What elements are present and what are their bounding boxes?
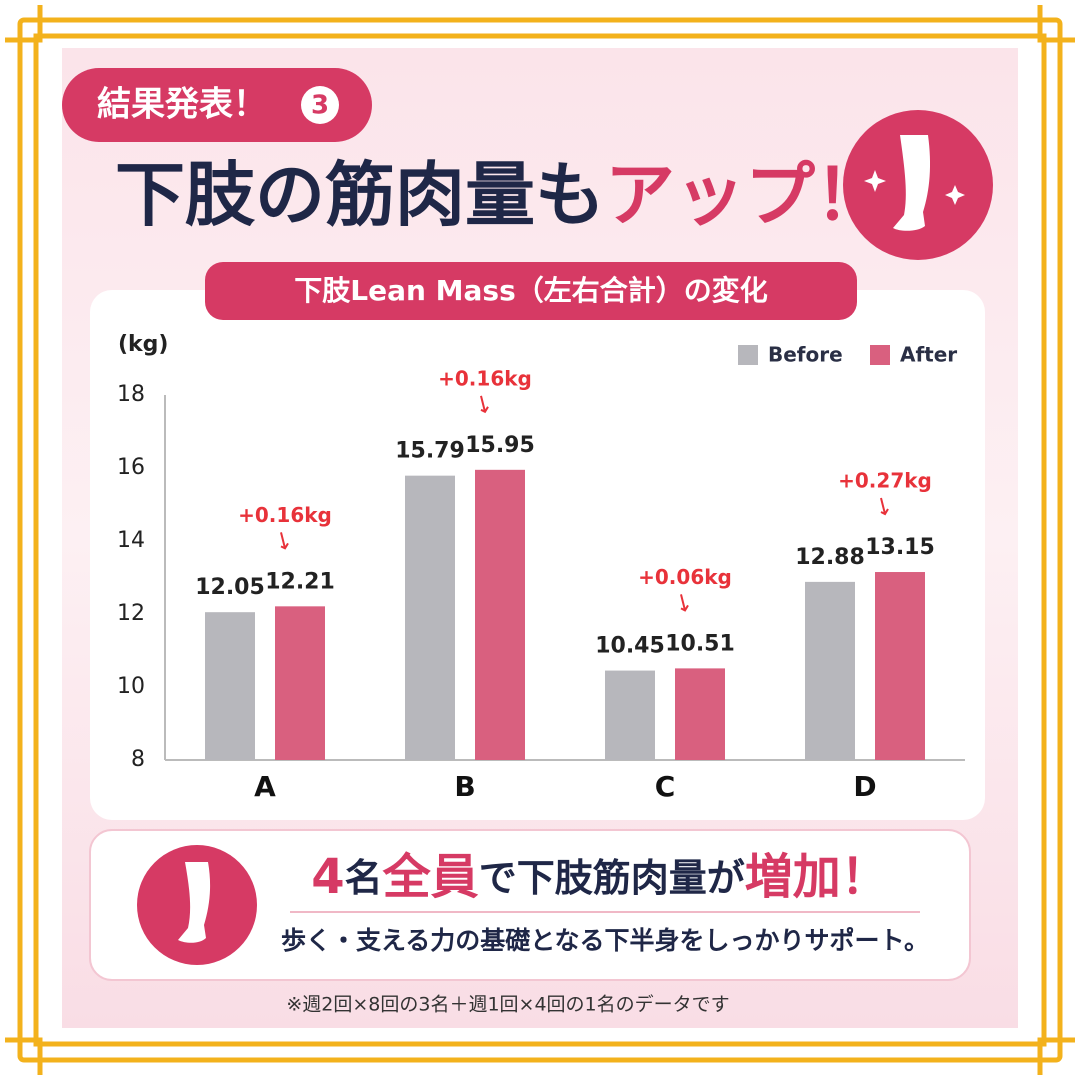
- difference-annotation: +0.16kg: [438, 366, 532, 390]
- legend-label: Before: [768, 343, 843, 367]
- title-accent: アップ！: [605, 154, 885, 236]
- bar: [675, 668, 725, 760]
- summary-icon: [137, 845, 257, 965]
- annotation-arrow: [480, 395, 489, 414]
- summary-subtext: 歩く・支える力の基礎となる下半身をしっかりサポート。: [281, 926, 929, 955]
- headline-segment: 増加: [745, 849, 841, 905]
- bar: [605, 670, 655, 760]
- legend-swatch: [738, 345, 758, 365]
- badge-circle: [301, 86, 339, 124]
- annotation-arrow: [280, 532, 289, 550]
- headline-segment: ！: [841, 849, 889, 905]
- y-tick-label: 10: [117, 674, 145, 699]
- legend-swatch: [870, 345, 890, 365]
- value-label: 13.15: [865, 535, 935, 560]
- bar: [275, 606, 325, 760]
- value-label: 12.05: [195, 575, 265, 600]
- bar: [205, 612, 255, 760]
- value-label: 12.21: [265, 569, 335, 594]
- value-label: 15.79: [395, 439, 465, 464]
- value-label: 10.45: [595, 634, 665, 659]
- value-label: 15.95: [465, 433, 535, 458]
- bar: [805, 581, 855, 760]
- annotation-arrow: [680, 594, 689, 612]
- badge-text: 結果発表！: [97, 85, 267, 125]
- x-tick-label: B: [454, 770, 475, 803]
- leg-icon: [843, 110, 993, 260]
- y-tick-label: 14: [117, 528, 145, 553]
- x-tick-label: D: [853, 770, 876, 803]
- bar: [405, 475, 455, 760]
- headline-segment: 4: [311, 849, 344, 905]
- headline-segment: 名: [345, 856, 383, 900]
- x-tick-label: C: [655, 770, 676, 803]
- frame: [5, 5, 1075, 1075]
- y-tick-label: 18: [117, 382, 145, 407]
- bar: [475, 469, 525, 760]
- title-main: 下肢の筋肉量も: [115, 154, 605, 236]
- difference-annotation: +0.27kg: [838, 469, 932, 493]
- y-tick-label: 16: [117, 455, 145, 480]
- headline-segment: 全員: [382, 849, 479, 905]
- y-tick-label: 8: [131, 747, 145, 772]
- y-axis-label: (kg): [118, 332, 169, 357]
- x-tick-label: A: [254, 770, 276, 803]
- chart-title: 下肢Lean Mass（左右合計）の変化: [294, 274, 768, 307]
- value-label: 10.51: [665, 631, 735, 656]
- annotation-arrow: [880, 497, 889, 516]
- summary-box: [89, 829, 971, 981]
- footnote: ※週2回×8回の3名＋週1回×4回の1名のデータです: [286, 994, 729, 1016]
- bar: [875, 572, 925, 760]
- chart: 8 10 12 14 16 18 Before After A 12.05 12.21 +0.16kg…: [117, 343, 965, 803]
- value-label: 12.88: [795, 545, 865, 570]
- summary-headline: 4名全員で下肢筋肉量が増加！: [311, 849, 888, 905]
- badge: [62, 68, 372, 142]
- chart-title-box: [205, 262, 857, 320]
- difference-annotation: +0.16kg: [238, 503, 332, 527]
- y-tick-label: 12: [117, 601, 145, 626]
- headline-segment: で下肢筋肉量が: [479, 856, 745, 900]
- badge-number: 3: [311, 91, 329, 121]
- main-title: 下肢の筋肉量もアップ！: [115, 154, 885, 236]
- legend-label: After: [900, 343, 957, 367]
- difference-annotation: +0.06kg: [638, 565, 732, 589]
